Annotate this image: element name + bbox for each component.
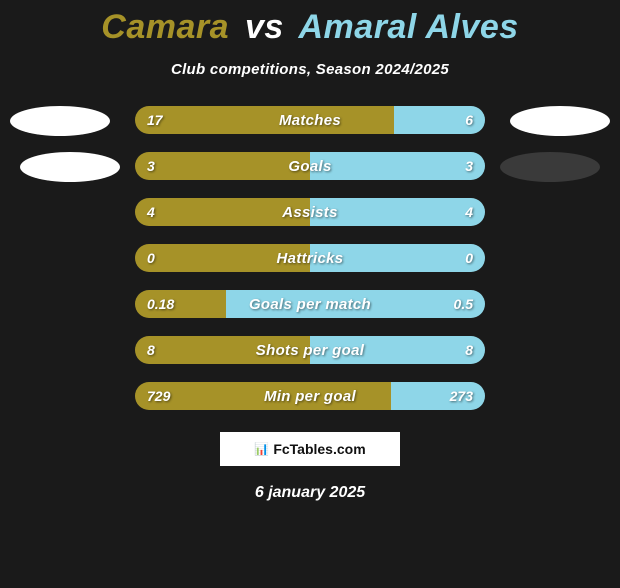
attribution-box: 📊 FcTables.com: [220, 432, 400, 466]
stat-bar: 729273Min per goal: [135, 382, 485, 410]
subtitle: Club competitions, Season 2024/2025: [0, 61, 620, 78]
stat-label: Hattricks: [135, 244, 485, 272]
stat-bar: 176Matches: [135, 106, 485, 134]
stats-rows: 176Matches 33Goals 44Assists 00Hattricks 0.1…: [0, 106, 620, 410]
stat-label: Shots per goal: [135, 336, 485, 364]
stat-row: 88Shots per goal: [0, 336, 620, 364]
stat-row: 176Matches: [0, 106, 620, 134]
stat-row: 33Goals: [0, 152, 620, 180]
player2-name: Amaral Alves: [299, 8, 519, 46]
stat-row: 0.180.5Goals per match: [0, 290, 620, 318]
vs-text: vs: [245, 8, 284, 46]
comparison-title: Camara vs Amaral Alves: [0, 8, 620, 47]
player1-name: Camara: [101, 8, 229, 46]
stat-row: 729273Min per goal: [0, 382, 620, 410]
attribution-logo-icon: 📊: [254, 442, 269, 456]
stat-label: Assists: [135, 198, 485, 226]
stat-bar: 44Assists: [135, 198, 485, 226]
date-text: 6 january 2025: [0, 484, 620, 502]
stat-label: Goals: [135, 152, 485, 180]
stat-row: 00Hattricks: [0, 244, 620, 272]
stat-label: Goals per match: [135, 290, 485, 318]
stat-bar: 00Hattricks: [135, 244, 485, 272]
attribution-site: FcTables.com: [273, 441, 365, 457]
stat-bar: 33Goals: [135, 152, 485, 180]
stat-bar: 0.180.5Goals per match: [135, 290, 485, 318]
stat-label: Min per goal: [135, 382, 485, 410]
stat-row: 44Assists: [0, 198, 620, 226]
stat-bar: 88Shots per goal: [135, 336, 485, 364]
stat-label: Matches: [135, 106, 485, 134]
